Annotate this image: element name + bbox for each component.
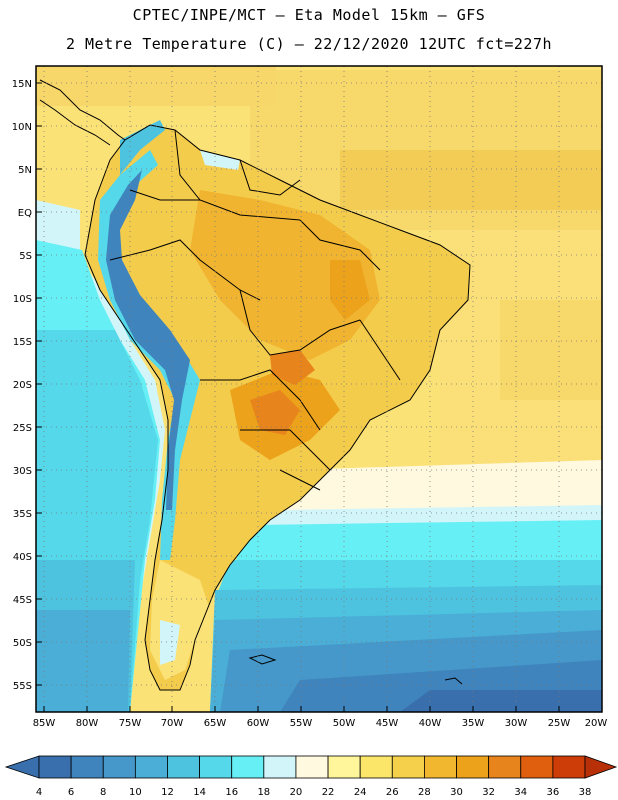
colorbar-low-arrow [4,755,40,779]
lon-label: 75W [119,718,142,729]
lat-label: 10N [12,122,32,133]
colorbar: 4 6 8 10 12 14 16 18 20 22 24 26 28 30 32 34 36 38 [4,755,618,798]
colorbar-swatch [391,755,425,779]
colorbar-swatch [102,755,136,779]
colorbar-label: 30 [450,787,463,798]
colorbar-swatch [456,755,490,779]
longitude-labels: 85W 80W 75W 70W 65W 60W 55W 50W 45W 40W … [33,718,608,729]
lat-label: 20S [13,380,32,391]
map-title-line2: 2 Metre Temperature (C) – 22/12/2020 12U… [65,35,553,53]
lat-label: 40S [13,552,32,563]
lon-label: 45W [376,718,399,729]
colorbar-label: 32 [482,787,495,798]
colorbar-label: 18 [257,787,270,798]
lon-label: 60W [247,718,270,729]
lat-label: 35S [13,509,32,520]
map-frame [35,65,603,713]
colorbar-label: 4 [36,787,42,798]
colorbar-label: 14 [193,787,206,798]
lon-label: 40W [419,718,442,729]
colorbar-swatch [70,755,104,779]
colorbar-swatch [134,755,168,779]
colorbar-high-arrow [584,755,618,779]
colorbar-swatch [295,755,329,779]
colorbar-label: 8 [100,787,106,798]
colorbar-swatch [488,755,522,779]
colorbar-swatch [231,755,265,779]
lat-label: 5N [18,165,32,176]
colorbar-label: 6 [68,787,74,798]
colorbar-label: 12 [161,787,174,798]
lat-label: 50S [13,638,32,649]
colorbar-label: 24 [354,787,367,798]
colorbar-swatch [552,755,586,779]
colorbar-swatch [263,755,297,779]
lon-label: 50W [333,718,356,729]
lat-label: 5S [19,251,32,262]
colorbar-swatch [424,755,457,779]
lat-label: EQ [18,208,32,219]
lon-label: 80W [76,718,99,729]
lon-label: 55W [290,718,313,729]
colorbar-swatch [520,755,554,779]
lon-label: 20W [585,718,608,729]
lon-label: 35W [462,718,485,729]
lat-label: 45S [13,595,32,606]
colorbar-label: 28 [418,787,431,798]
latitude-labels: 15N 10N 5N EQ 5S 10S 15S 20S 25S 30S 35S… [12,79,32,692]
colorbar-label: 34 [514,787,527,798]
axis-ticks [36,82,560,712]
colorbar-label: 36 [547,787,560,798]
colorbar-label: 38 [579,787,592,798]
colorbar-label: 22 [322,787,335,798]
lat-label: 55S [13,681,32,692]
coastlines-borders [39,79,471,691]
lon-label: 85W [33,718,56,729]
lat-label: 15S [13,337,32,348]
map-title-line1: CPTEC/INPE/MCT – Eta Model 15km – GFS [132,6,486,24]
lat-label: 25S [13,423,32,434]
lon-label: 25W [548,718,571,729]
colorbar-swatch [38,755,72,779]
colorbar-swatch [359,755,393,779]
lat-label: 30S [13,466,32,477]
colorbar-swatch [199,755,233,779]
lon-label: 70W [161,718,184,729]
colorbar-swatch [167,755,200,779]
colorbar-swatch [327,755,361,779]
lat-label: 10S [13,294,32,305]
colorbar-label: 20 [290,787,303,798]
lon-label: 65W [204,718,227,729]
lon-label: 30W [505,718,528,729]
temperature-field [36,66,602,712]
colorbar-label: 16 [225,787,238,798]
lat-label: 15N [12,79,32,90]
colorbar-label: 26 [386,787,399,798]
colorbar-label: 10 [129,787,142,798]
